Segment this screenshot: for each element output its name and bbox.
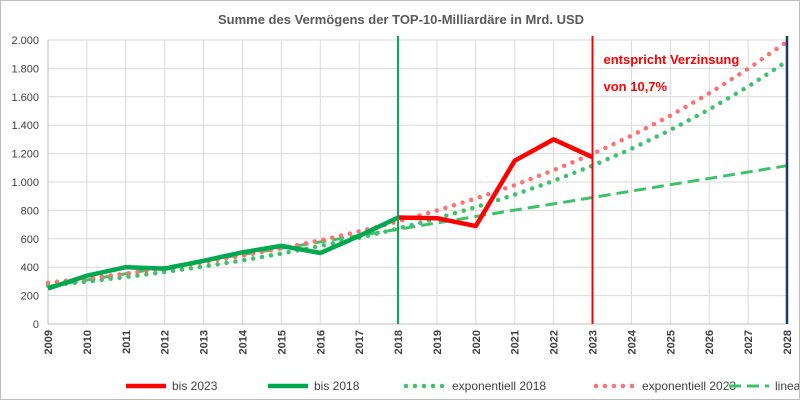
legend-label: exponentiell 2018	[452, 379, 546, 393]
y-tick-label: 1.200	[11, 149, 39, 161]
x-tick-label: 2009	[43, 330, 55, 354]
x-tick-label: 2024	[626, 329, 638, 354]
x-tick-label: 2021	[510, 330, 522, 354]
x-tick-label: 2019	[432, 330, 444, 354]
legend-item: bis 2018	[268, 379, 360, 393]
y-tick-label: 1.000	[11, 177, 39, 189]
legend-item: exponentiell 2018	[403, 379, 546, 393]
y-tick-label: 1.400	[11, 120, 39, 132]
x-tick-label: 2013	[199, 330, 211, 354]
x-tick-label: 2027	[743, 330, 755, 354]
y-tick-label: 400	[21, 262, 39, 274]
x-tick-label: 2023	[588, 330, 600, 354]
y-tick-label: 1.600	[11, 92, 39, 104]
x-tick-label: 2012	[160, 330, 172, 354]
x-tick-label: 2010	[82, 330, 94, 354]
annotation-text: entspricht Verzinsung	[604, 52, 740, 67]
series-bis-2023	[398, 137, 594, 229]
series-exponentiell-2018	[45, 59, 790, 288]
x-tick-label: 2026	[704, 330, 716, 354]
legend-item: bis 2023	[126, 379, 218, 393]
x-tick-label: 2011	[121, 330, 133, 354]
annotation-text: von 10,7%	[604, 79, 668, 94]
y-tick-label: 800	[21, 205, 39, 217]
legend-label: bis 2018	[314, 379, 360, 393]
x-tick-label: 2022	[549, 330, 561, 354]
y-tick-label: 1.800	[11, 63, 39, 75]
x-tick-label: 2017	[354, 330, 366, 354]
y-tick-label: 0	[33, 319, 39, 331]
legend-label: linear 2018	[775, 379, 800, 393]
legend-label: bis 2023	[172, 379, 218, 393]
x-tick-label: 2028	[782, 330, 794, 354]
x-tick-label: 2025	[665, 330, 677, 354]
legend-item: linear 2018	[729, 379, 800, 393]
x-tick-label: 2015	[276, 330, 288, 354]
series-linear-2018	[47, 164, 788, 288]
x-tick-label: 2020	[471, 330, 483, 354]
y-tick-label: 600	[21, 234, 39, 246]
x-tick-label: 2016	[315, 330, 327, 354]
chart-title: Summe des Vermögens der TOP-10-Milliardä…	[217, 12, 585, 27]
legend-label: exponentiell 2023	[642, 379, 736, 393]
series-bis-2018	[47, 215, 400, 291]
y-tick-label: 2.000	[11, 35, 39, 47]
y-tick-label: 200	[21, 291, 39, 303]
series-exponentiell-2023	[45, 39, 790, 286]
legend-item: exponentiell 2023	[593, 379, 736, 393]
x-tick-label: 2014	[237, 329, 249, 354]
x-tick-label: 2018	[393, 330, 405, 354]
